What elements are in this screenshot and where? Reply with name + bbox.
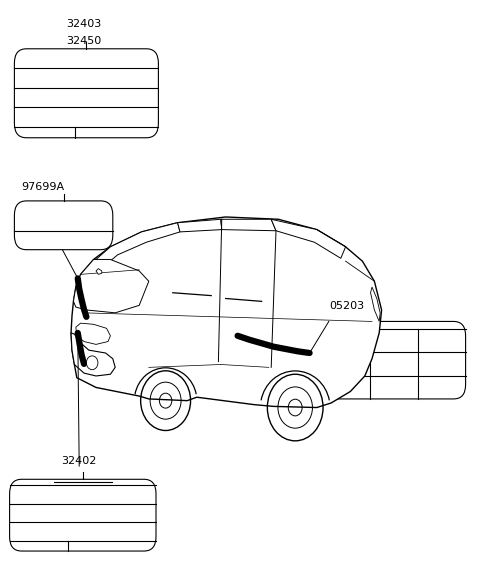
Text: 05203: 05203 [329,301,364,311]
FancyBboxPatch shape [14,201,113,250]
Polygon shape [221,219,276,231]
Polygon shape [178,219,222,232]
FancyBboxPatch shape [14,49,158,138]
Polygon shape [96,223,180,267]
Polygon shape [71,217,382,408]
Polygon shape [71,333,115,376]
Text: 97699A: 97699A [22,183,65,192]
Text: 32450: 32450 [66,36,102,46]
Polygon shape [76,323,110,344]
Polygon shape [371,287,380,321]
Polygon shape [96,269,102,274]
Polygon shape [271,219,346,258]
FancyBboxPatch shape [10,479,156,551]
Text: 32402: 32402 [61,456,97,466]
FancyBboxPatch shape [266,321,466,399]
Text: 32403: 32403 [66,19,102,29]
Polygon shape [73,259,149,313]
